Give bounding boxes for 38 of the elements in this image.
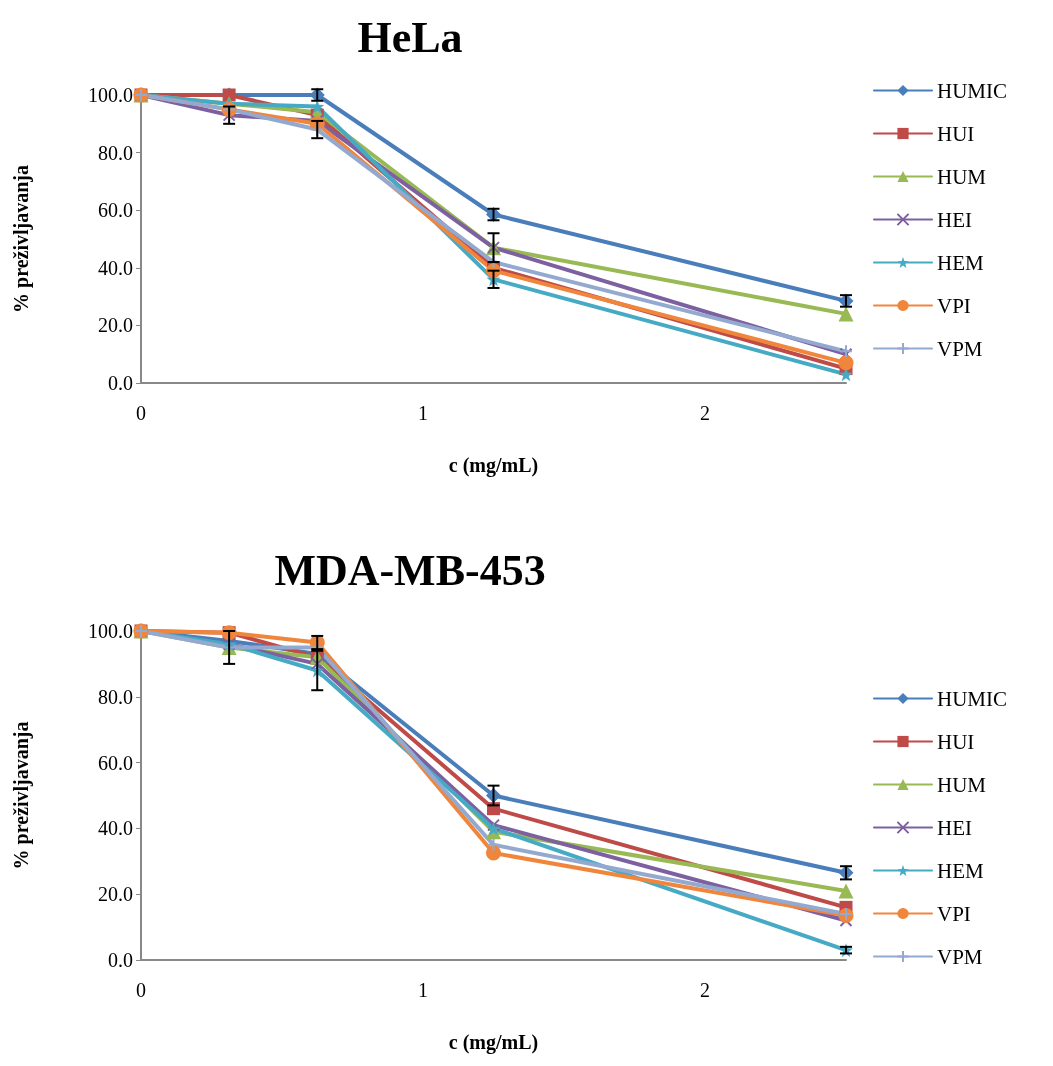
y-tick-label: 80.0 (98, 141, 133, 164)
legend-label: HEI (937, 815, 972, 840)
y-axis-title: % preživljavanja (10, 165, 33, 313)
y-tick-label: 0.0 (108, 949, 133, 971)
chart-title: MDA-MB-453 (274, 545, 546, 595)
chart-title: HeLa (357, 12, 463, 62)
legend-label: HEM (937, 858, 984, 883)
legend-label: HEM (937, 250, 984, 275)
legend-label: VPI (937, 901, 971, 926)
legend-label: HUM (937, 772, 987, 797)
y-axis-title: % preživljavanja (10, 721, 33, 870)
x-tick-label: 0 (136, 402, 146, 424)
y-tick-label: 0.0 (108, 372, 133, 394)
legend-label: VPM (937, 944, 983, 969)
x-tick-label: 2 (700, 979, 710, 1001)
x-tick-label: 0 (136, 979, 146, 1001)
y-tick-label: 20.0 (98, 883, 133, 906)
x-tick-label: 1 (418, 979, 428, 1001)
x-tick-label: 2 (700, 402, 710, 424)
legend-label: HUMIC (937, 78, 1008, 103)
legend-label: HUI (937, 121, 975, 146)
legend-label: HUMIC (937, 686, 1008, 711)
x-tick-label: 1 (418, 402, 428, 424)
y-tick-label: 40.0 (98, 817, 133, 840)
y-tick-label: 100.0 (88, 84, 133, 106)
y-tick-label: 20.0 (98, 314, 133, 337)
x-axis-title: c (mg/mL) (448, 1031, 539, 1054)
y-tick-label: 60.0 (98, 199, 133, 222)
y-tick-label: 60.0 (98, 751, 133, 774)
legend-label: VPM (937, 336, 983, 361)
x-axis-title: c (mg/mL) (448, 454, 539, 477)
legend-label: HUM (937, 164, 987, 189)
legend-label: HEI (937, 207, 972, 232)
y-tick-label: 80.0 (98, 685, 133, 708)
y-tick-label: 100.0 (88, 620, 133, 642)
legend-label: VPI (937, 293, 971, 318)
y-tick-label: 40.0 (98, 256, 133, 279)
legend-label: HUI (937, 729, 975, 754)
